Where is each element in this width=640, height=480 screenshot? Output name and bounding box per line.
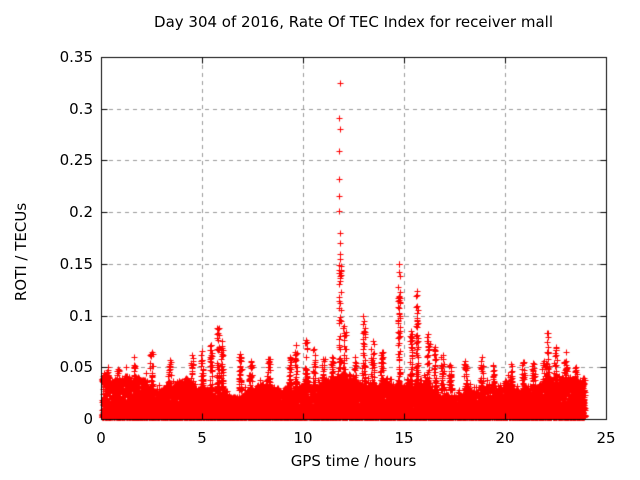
x-tick-label-2: 10	[293, 429, 313, 447]
y-tick-label-1: 0.05	[59, 358, 93, 376]
x-tick-label-3: 15	[394, 429, 414, 447]
x-tick-label-5: 25	[596, 429, 616, 447]
x-tick-label-1: 5	[197, 429, 207, 447]
y-tick-label-7: 0.35	[59, 48, 93, 66]
y-tick-label-4: 0.2	[69, 203, 93, 221]
y-tick-label-5: 0.25	[59, 151, 93, 169]
x-tick-label-4: 20	[495, 429, 515, 447]
y-tick-label-3: 0.15	[59, 255, 93, 273]
x-tick-label-0: 0	[96, 429, 106, 447]
y-tick-label-6: 0.3	[69, 100, 93, 118]
x-axis-label: GPS time / hours	[290, 452, 417, 470]
chart-title: Day 304 of 2016, Rate Of TEC Index for r…	[154, 13, 553, 31]
y-tick-label-0: 0	[83, 410, 93, 428]
y-tick-label-2: 0.1	[69, 307, 93, 325]
